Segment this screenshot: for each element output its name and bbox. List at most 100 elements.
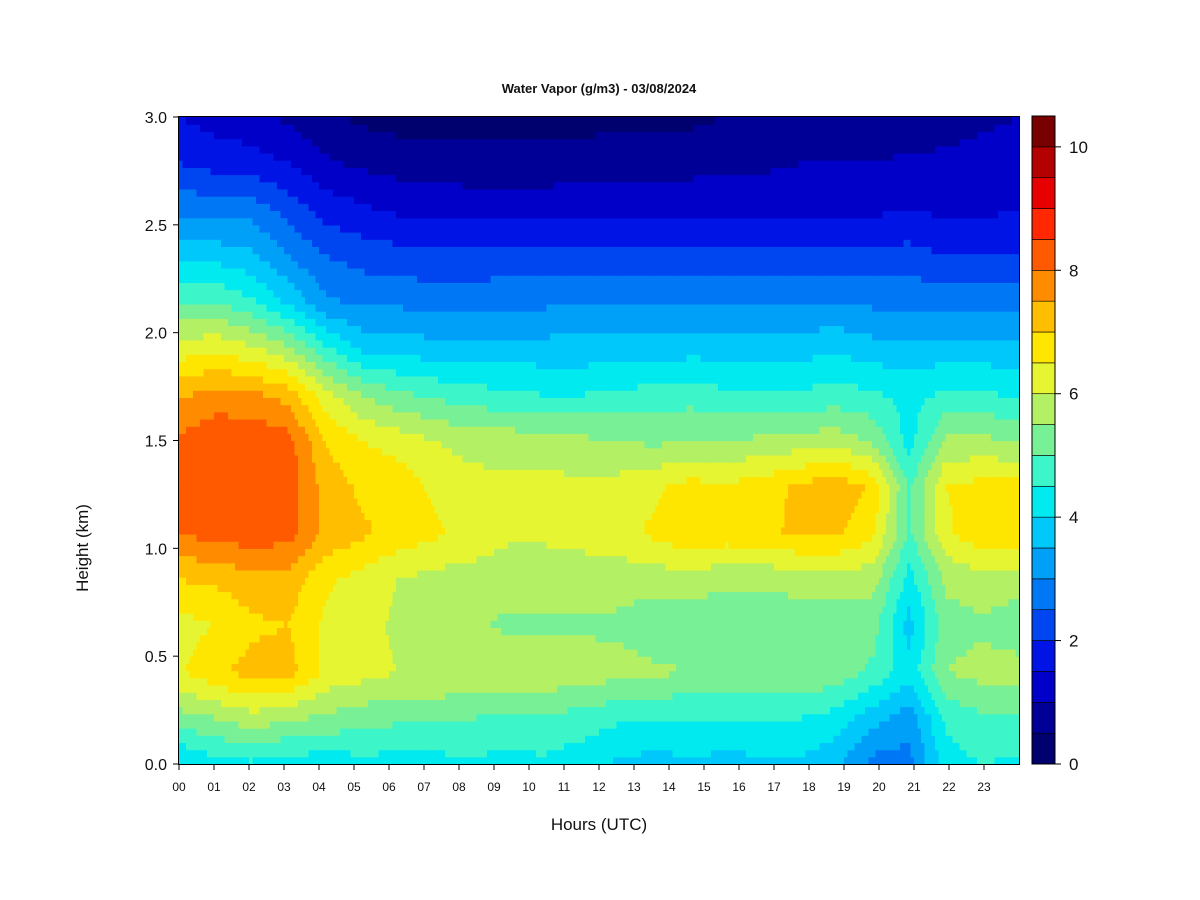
heatmap-cell <box>991 684 996 693</box>
heatmap-cell <box>602 756 607 765</box>
heatmap-cell <box>438 663 443 672</box>
heatmap-cell <box>644 620 649 629</box>
heatmap-cell <box>574 634 579 643</box>
heatmap-cell <box>179 749 184 758</box>
heatmap-cell <box>280 699 285 708</box>
heatmap-cell <box>417 684 422 693</box>
heatmap-cell <box>305 699 310 708</box>
heatmap-cell <box>193 627 198 636</box>
heatmap-cell <box>760 749 765 758</box>
heatmap-cell <box>627 620 632 629</box>
heatmap-cell <box>357 641 362 650</box>
heatmap-cell <box>746 749 751 758</box>
heatmap-cell <box>543 634 548 643</box>
heatmap-cell <box>819 756 824 765</box>
heatmap-cell <box>553 742 558 751</box>
heatmap-cell <box>651 742 656 751</box>
heatmap-cell <box>179 627 184 636</box>
heatmap-cell <box>364 677 369 686</box>
heatmap-cell <box>371 613 376 621</box>
heatmap-cell <box>749 706 754 715</box>
heatmap-cell <box>686 627 691 636</box>
heatmap-cell <box>809 728 814 736</box>
heatmap-cell <box>851 749 856 758</box>
heatmap-cell <box>347 641 352 650</box>
heatmap-cell <box>245 656 250 664</box>
heatmap-cell <box>938 699 943 708</box>
heatmap-cell <box>977 699 982 708</box>
heatmap-cell <box>322 742 327 751</box>
heatmap-cell <box>550 670 555 679</box>
heatmap-cell <box>403 720 408 729</box>
heatmap-cell <box>686 613 691 621</box>
heatmap-cell <box>700 684 705 693</box>
heatmap-cell <box>347 634 352 643</box>
heatmap-cell <box>970 677 975 686</box>
heatmap-cell <box>837 742 842 751</box>
heatmap-cell <box>816 756 821 765</box>
heatmap-cell <box>508 670 513 679</box>
heatmap-cell <box>952 692 957 700</box>
heatmap-cell <box>1001 648 1006 657</box>
heatmap-cell <box>560 656 565 664</box>
heatmap-cell <box>347 692 352 700</box>
heatmap-cell <box>938 663 943 672</box>
heatmap-cell <box>634 728 639 736</box>
heatmap-cell <box>571 728 576 736</box>
heatmap-cell <box>298 692 303 700</box>
heatmap-cell <box>207 749 212 758</box>
heatmap-cell <box>854 641 859 650</box>
heatmap-cell <box>270 728 275 736</box>
heatmap-cell <box>805 749 810 758</box>
heatmap-cell <box>798 620 803 629</box>
heatmap-cell <box>728 656 733 664</box>
heatmap-cell <box>921 656 926 664</box>
heatmap-cell <box>539 742 544 751</box>
heatmap-cell <box>763 684 768 693</box>
heatmap-cell <box>326 648 331 657</box>
heatmap-cell <box>861 648 866 657</box>
heatmap-cell <box>553 684 558 693</box>
heatmap-cell <box>816 648 821 657</box>
heatmap-cell <box>560 699 565 708</box>
heatmap-cell <box>294 627 299 636</box>
heatmap-cell <box>266 627 271 636</box>
heatmap-cell <box>319 648 324 657</box>
heatmap-cell <box>368 742 373 751</box>
heatmap-cell <box>770 641 775 650</box>
heatmap-cell <box>501 670 506 679</box>
heatmap-cell <box>501 728 506 736</box>
heatmap-cell <box>182 670 187 679</box>
heatmap-cell <box>658 692 663 700</box>
heatmap-cell <box>497 634 502 643</box>
heatmap-cell <box>994 627 999 636</box>
heatmap-cell <box>1012 720 1017 729</box>
heatmap-cell <box>805 613 810 621</box>
heatmap-cell <box>427 699 432 708</box>
heatmap-cell <box>903 735 908 744</box>
heatmap-cell <box>914 692 919 700</box>
heatmap-cell <box>749 735 754 744</box>
heatmap-cell <box>819 663 824 672</box>
heatmap-cell <box>725 677 730 686</box>
heatmap-cell <box>893 634 898 643</box>
heatmap-cell <box>973 634 978 643</box>
heatmap-cell <box>406 713 411 722</box>
heatmap-cell <box>287 742 292 751</box>
heatmap-cell <box>361 720 366 729</box>
heatmap-cell <box>431 670 436 679</box>
heatmap-cell <box>707 620 712 629</box>
heatmap-cell <box>914 627 919 636</box>
heatmap-cell <box>742 656 747 664</box>
heatmap-cell <box>410 735 415 744</box>
heatmap-cell <box>721 656 726 664</box>
heatmap-cell <box>301 699 306 708</box>
heatmap-cell <box>273 735 278 744</box>
heatmap-cell <box>924 742 929 751</box>
heatmap-cell <box>973 663 978 672</box>
heatmap-cell <box>840 735 845 744</box>
heatmap-cell <box>420 720 425 729</box>
heatmap-cell <box>193 728 198 736</box>
heatmap-cell <box>266 684 271 693</box>
heatmap-cell <box>644 648 649 657</box>
